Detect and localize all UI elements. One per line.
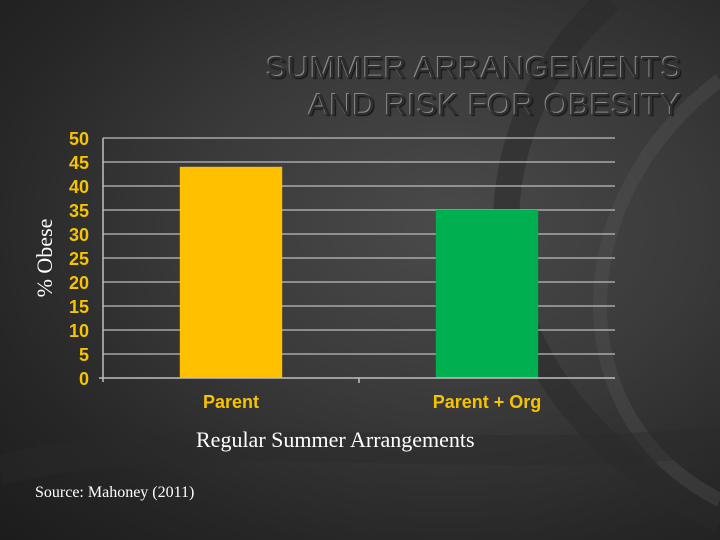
y-tick-label: 40 [69,177,89,197]
y-tick-label: 15 [69,297,89,317]
y-tick-label: 30 [69,225,89,245]
y-tick-label: 10 [69,321,89,341]
bars [179,166,539,378]
slide-title-line-2: AND RISK FOR OBESITY [308,86,682,122]
bar [435,210,539,378]
y-tick-label: 45 [69,153,89,173]
slide-title-line-1: SUMMER ARRANGEMENTS [266,49,682,85]
x-tick-label: Parent + Org [433,392,542,412]
y-tick-label: 20 [69,273,89,293]
x-tick-labels: Parent Parent + Org [203,392,541,412]
y-tick-label: 35 [69,201,89,221]
y-tick-label: 50 [69,129,89,149]
x-axis-title: Regular Summer Arrangements [196,427,475,452]
slide-title: SUMMER ARRANGEMENTS AND RISK FOR OBESITY [42,49,682,123]
y-tick-label: 5 [79,345,89,365]
y-tick-label: 25 [69,249,89,269]
bar [179,166,283,378]
y-tick-label: 0 [79,369,89,389]
x-tick-label: Parent [203,392,259,412]
y-axis-title: % Obese [32,218,57,298]
source-citation: Source: Mahoney (2011) [35,484,195,501]
axes [99,138,615,383]
y-tick-labels: 0 5 10 15 20 25 30 35 40 45 50 [69,129,89,389]
